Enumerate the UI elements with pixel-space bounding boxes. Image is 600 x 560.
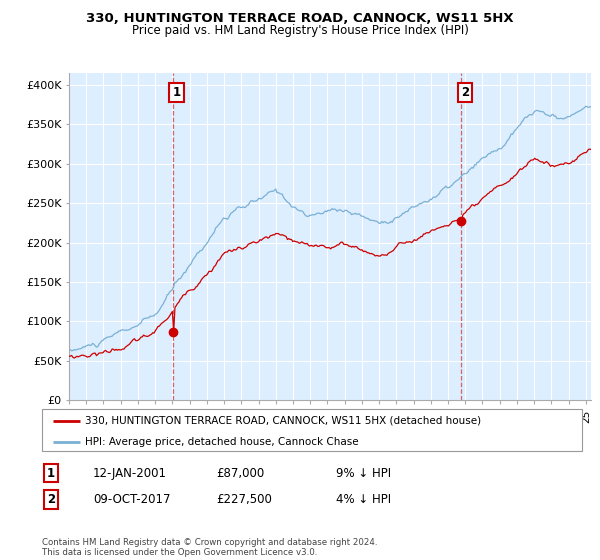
Text: 2: 2 [461,86,469,99]
Text: HPI: Average price, detached house, Cannock Chase: HPI: Average price, detached house, Cann… [85,437,359,446]
Text: £87,000: £87,000 [216,466,264,480]
Text: 2: 2 [47,493,55,506]
Text: 9% ↓ HPI: 9% ↓ HPI [336,466,391,480]
Text: Contains HM Land Registry data © Crown copyright and database right 2024.
This d: Contains HM Land Registry data © Crown c… [42,538,377,557]
Text: 1: 1 [172,86,181,99]
Text: 09-OCT-2017: 09-OCT-2017 [93,493,170,506]
Text: £227,500: £227,500 [216,493,272,506]
Text: 12-JAN-2001: 12-JAN-2001 [93,466,167,480]
Text: Price paid vs. HM Land Registry's House Price Index (HPI): Price paid vs. HM Land Registry's House … [131,24,469,36]
Text: 1: 1 [47,466,55,480]
Text: 330, HUNTINGTON TERRACE ROAD, CANNOCK, WS11 5HX (detached house): 330, HUNTINGTON TERRACE ROAD, CANNOCK, W… [85,416,481,426]
Text: 330, HUNTINGTON TERRACE ROAD, CANNOCK, WS11 5HX: 330, HUNTINGTON TERRACE ROAD, CANNOCK, W… [86,12,514,25]
Text: 4% ↓ HPI: 4% ↓ HPI [336,493,391,506]
